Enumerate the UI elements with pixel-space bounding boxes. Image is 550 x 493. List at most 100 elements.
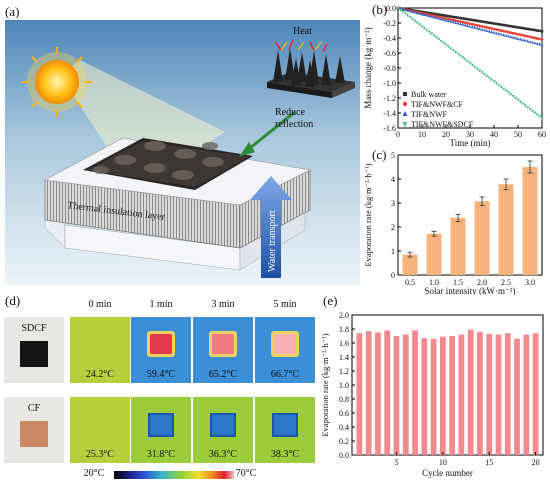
data-point [530, 40, 534, 44]
data-point [509, 31, 513, 35]
data-point [497, 28, 501, 32]
y-tick-label: -1.4 [383, 109, 396, 118]
warm-region [148, 413, 174, 437]
data-point [528, 28, 532, 31]
data-point [523, 27, 527, 30]
x-tick-label: 30 [466, 130, 474, 139]
data-point [475, 23, 479, 27]
bar [458, 334, 465, 455]
data-point [485, 74, 489, 78]
legend-label: Bulk water [411, 90, 447, 99]
data-point [458, 22, 462, 26]
data-point [447, 17, 450, 21]
y-tick-label: -0.4 [383, 34, 396, 43]
data-point [519, 26, 522, 30]
data-point [528, 35, 532, 39]
x-tick-label: 20 [532, 458, 540, 467]
data-point [463, 17, 467, 21]
time-label: 1 min [149, 299, 173, 310]
data-point [482, 72, 486, 76]
data-point [528, 40, 532, 43]
data-point [480, 24, 484, 28]
sun-icon [22, 47, 92, 117]
data-point [492, 22, 496, 25]
y-tick-label: 0.0 [386, 4, 396, 13]
data-point [492, 80, 496, 84]
legend-marker [403, 92, 407, 96]
data-point [473, 19, 477, 22]
data-point [521, 33, 525, 37]
data-point [487, 21, 491, 25]
data-point [403, 12, 407, 16]
x-axis-label: Time (min) [450, 138, 491, 148]
data-point [540, 43, 544, 46]
data-point [446, 19, 450, 23]
data-point [487, 29, 491, 33]
data-point [509, 93, 513, 96]
data-point [523, 34, 527, 38]
data-point [483, 25, 486, 29]
color-scale-max: 70°C [235, 468, 257, 479]
data-point [478, 24, 481, 28]
data-point [418, 23, 422, 27]
data-point [482, 28, 486, 32]
data-point [454, 19, 457, 22]
spike-structure-illustration [267, 39, 355, 98]
bar [402, 254, 418, 275]
panel-label-d: (d) [5, 293, 21, 308]
data-point [415, 11, 419, 15]
data-point [439, 13, 443, 17]
data-point [425, 13, 429, 17]
heat-label: Heat [293, 26, 312, 37]
data-point [514, 32, 517, 36]
bar [486, 333, 493, 455]
y-tick-label: 2.0 [339, 311, 349, 320]
bar [393, 336, 400, 455]
data-point [413, 19, 417, 23]
data-point [437, 13, 441, 16]
time-label: 5 min [273, 299, 297, 310]
data-point [425, 11, 429, 14]
data-point [468, 24, 472, 28]
bar [504, 333, 511, 455]
data-point [470, 63, 474, 67]
data-point [514, 96, 518, 100]
y-tick-label: 5 [391, 151, 395, 160]
data-point [442, 16, 445, 20]
color-scale-min: 20°C [83, 468, 105, 479]
data-point [518, 100, 522, 104]
y-tick-label: 1.6 [339, 339, 349, 348]
bar [532, 333, 539, 455]
data-point [540, 38, 544, 41]
data-point [439, 39, 443, 43]
data-point [475, 26, 479, 30]
data-point [535, 37, 539, 40]
data-point [437, 16, 441, 20]
x-tick-label: 60 [538, 130, 546, 139]
data-point [519, 33, 522, 37]
data-point [461, 20, 465, 24]
data-point [480, 71, 484, 74]
data-point [499, 29, 503, 32]
data-point [422, 13, 426, 16]
data-point [451, 20, 455, 24]
sample-name-label: CF [27, 403, 41, 414]
bar [365, 331, 372, 455]
data-point [502, 29, 505, 33]
data-point [468, 22, 472, 26]
data-point [468, 18, 472, 21]
panel-label-a: (a) [5, 4, 20, 19]
data-point [516, 37, 520, 40]
data-point [456, 21, 460, 25]
data-point [497, 83, 501, 87]
temperature-label: 38.3°C [270, 449, 300, 460]
x-tick-label: 1.5 [453, 278, 463, 287]
time-label: 0 min [88, 299, 112, 310]
data-point [449, 47, 453, 51]
data-point [535, 41, 539, 45]
data-point [518, 37, 522, 41]
x-axis-label: Solar intensity (kW·m⁻²) [425, 286, 516, 295]
data-point [449, 15, 453, 18]
data-point [497, 22, 501, 26]
